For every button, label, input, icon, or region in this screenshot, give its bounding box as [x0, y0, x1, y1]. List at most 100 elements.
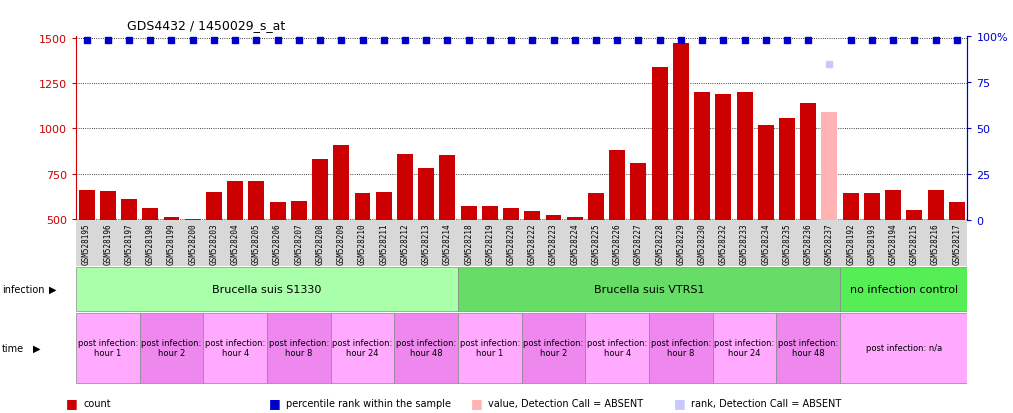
- Bar: [649, 313, 713, 382]
- Text: GDS4432 / 1450029_s_at: GDS4432 / 1450029_s_at: [127, 19, 285, 31]
- Bar: [567, 217, 582, 221]
- Bar: [928, 190, 943, 221]
- Bar: [694, 93, 710, 221]
- Text: GSM528210: GSM528210: [358, 223, 367, 265]
- Bar: [779, 118, 795, 221]
- Bar: [840, 313, 967, 382]
- Bar: [461, 206, 476, 221]
- Text: GSM528233: GSM528233: [741, 223, 749, 265]
- Text: value, Detection Call = ABSENT: value, Detection Call = ABSENT: [488, 398, 643, 408]
- Text: GSM528226: GSM528226: [613, 223, 622, 265]
- Text: GSM528200: GSM528200: [188, 223, 198, 265]
- Text: GSM528195: GSM528195: [82, 223, 91, 265]
- Text: GSM528237: GSM528237: [825, 223, 834, 265]
- Bar: [673, 44, 689, 221]
- Bar: [312, 160, 328, 221]
- Bar: [458, 267, 840, 311]
- Text: GSM528196: GSM528196: [103, 223, 112, 265]
- Bar: [376, 193, 392, 221]
- Text: GSM528211: GSM528211: [379, 223, 388, 265]
- Bar: [843, 194, 859, 221]
- Text: post infection:
hour 48: post infection: hour 48: [778, 338, 839, 358]
- Text: rank, Detection Call = ABSENT: rank, Detection Call = ABSENT: [691, 398, 841, 408]
- Text: post infection:
hour 24: post infection: hour 24: [714, 338, 775, 358]
- Bar: [227, 181, 243, 221]
- Bar: [122, 199, 137, 221]
- Text: GSM528207: GSM528207: [295, 223, 303, 265]
- Text: ■: ■: [674, 396, 686, 409]
- Bar: [822, 113, 838, 221]
- Text: GSM528234: GSM528234: [762, 223, 770, 265]
- Text: GSM528224: GSM528224: [570, 223, 579, 265]
- Text: ▶: ▶: [49, 284, 56, 294]
- Bar: [394, 313, 458, 382]
- Bar: [651, 68, 668, 221]
- Bar: [840, 267, 967, 311]
- Text: Brucella suis S1330: Brucella suis S1330: [213, 284, 322, 294]
- Bar: [291, 201, 307, 221]
- Text: GSM528197: GSM528197: [125, 223, 134, 265]
- Text: GSM528193: GSM528193: [867, 223, 876, 265]
- Bar: [267, 313, 330, 382]
- Bar: [546, 216, 561, 221]
- Bar: [588, 194, 604, 221]
- Text: post infection:
hour 8: post infection: hour 8: [268, 338, 329, 358]
- Text: no infection control: no infection control: [850, 284, 958, 294]
- Bar: [800, 104, 816, 221]
- Text: ▶: ▶: [33, 343, 41, 353]
- Text: GSM528235: GSM528235: [782, 223, 791, 265]
- Text: GSM528223: GSM528223: [549, 223, 558, 265]
- Bar: [949, 203, 964, 221]
- Bar: [76, 267, 458, 311]
- Text: GSM528208: GSM528208: [316, 223, 324, 265]
- Text: GSM528213: GSM528213: [421, 223, 431, 265]
- Text: GSM528214: GSM528214: [443, 223, 452, 265]
- Bar: [140, 313, 204, 382]
- Bar: [885, 190, 902, 221]
- Text: GSM528230: GSM528230: [698, 223, 707, 265]
- Text: GSM528209: GSM528209: [336, 223, 345, 265]
- Text: GSM528218: GSM528218: [464, 223, 473, 265]
- Bar: [206, 192, 222, 221]
- Text: Brucella suis VTRS1: Brucella suis VTRS1: [594, 284, 704, 294]
- Text: post infection:
hour 2: post infection: hour 2: [524, 338, 583, 358]
- Bar: [163, 217, 179, 221]
- Bar: [79, 190, 94, 221]
- Bar: [418, 169, 435, 221]
- Text: GSM528204: GSM528204: [231, 223, 240, 265]
- Text: infection: infection: [2, 284, 45, 294]
- Text: post infection:
hour 24: post infection: hour 24: [332, 338, 393, 358]
- Bar: [525, 212, 540, 221]
- Bar: [713, 313, 776, 382]
- Text: GSM528215: GSM528215: [910, 223, 919, 265]
- Text: GSM528222: GSM528222: [528, 223, 537, 265]
- Bar: [269, 203, 286, 221]
- Bar: [458, 313, 522, 382]
- Text: post infection:
hour 1: post infection: hour 1: [78, 338, 138, 358]
- Bar: [355, 194, 371, 221]
- Bar: [758, 126, 774, 221]
- Text: GSM528199: GSM528199: [167, 223, 176, 265]
- Text: GSM528206: GSM528206: [274, 223, 282, 265]
- Bar: [864, 194, 880, 221]
- Text: GSM528194: GSM528194: [888, 223, 898, 265]
- Bar: [907, 210, 922, 221]
- Text: ■: ■: [66, 396, 78, 409]
- Text: GSM528216: GSM528216: [931, 223, 940, 265]
- Bar: [248, 181, 264, 221]
- Bar: [76, 313, 140, 382]
- Bar: [184, 219, 201, 221]
- Text: post infection:
hour 1: post infection: hour 1: [460, 338, 520, 358]
- Bar: [609, 151, 625, 221]
- Text: GSM528229: GSM528229: [677, 223, 686, 265]
- Bar: [630, 163, 646, 221]
- Text: GSM528227: GSM528227: [634, 223, 643, 265]
- Bar: [586, 313, 649, 382]
- Bar: [333, 145, 349, 221]
- Text: GSM528236: GSM528236: [803, 223, 812, 265]
- Text: post infection: n/a: post infection: n/a: [866, 344, 942, 352]
- Text: GSM528219: GSM528219: [485, 223, 494, 265]
- Text: GSM528198: GSM528198: [146, 223, 155, 265]
- Text: GSM528232: GSM528232: [719, 223, 727, 265]
- Text: post infection:
hour 2: post infection: hour 2: [142, 338, 202, 358]
